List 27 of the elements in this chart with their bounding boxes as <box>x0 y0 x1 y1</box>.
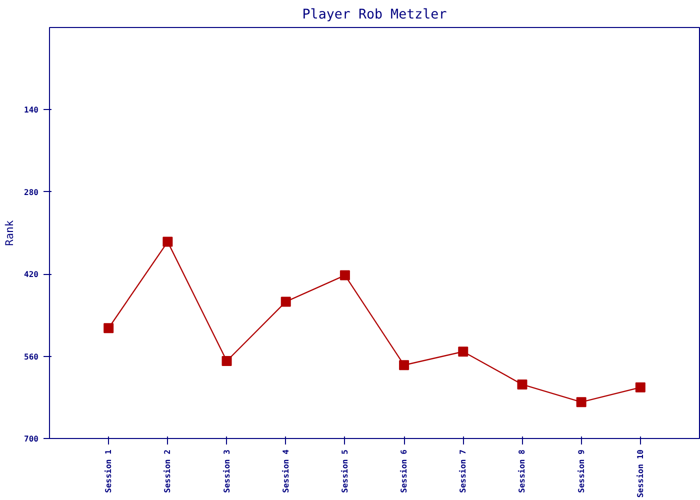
chart-title: Player Rob Metzler <box>302 8 447 22</box>
point <box>340 270 350 280</box>
point <box>280 296 291 307</box>
x-tick-label: Session 6 <box>400 449 409 493</box>
y-axis-title: Rank <box>3 220 16 246</box>
y-tick-label: 140 <box>24 106 39 115</box>
y-tick-label: 280 <box>24 188 39 197</box>
point <box>399 360 410 370</box>
point <box>576 397 586 408</box>
point <box>635 382 646 392</box>
point <box>517 379 528 390</box>
x-tick-label: Session 7 <box>458 449 468 493</box>
point <box>104 323 114 334</box>
x-tick-label: Session 5 <box>340 449 350 493</box>
x-tick-label: Session 9 <box>576 449 586 493</box>
x-tick-label: Session 2 <box>163 449 172 493</box>
x-tick-label: Session 1 <box>104 449 114 493</box>
y-tick-label: 700 <box>24 434 39 444</box>
x-tick-label: Session 8 <box>518 449 527 493</box>
x-tick-label: Session 4 <box>281 449 290 493</box>
point <box>458 346 468 357</box>
x-tick-label: Session 3 <box>222 449 232 493</box>
x-tick-label: Session 10 <box>636 449 645 498</box>
y-tick-label: 560 <box>24 352 39 362</box>
point <box>222 356 232 366</box>
y-tick-label: 420 <box>24 270 39 280</box>
point <box>162 236 173 247</box>
